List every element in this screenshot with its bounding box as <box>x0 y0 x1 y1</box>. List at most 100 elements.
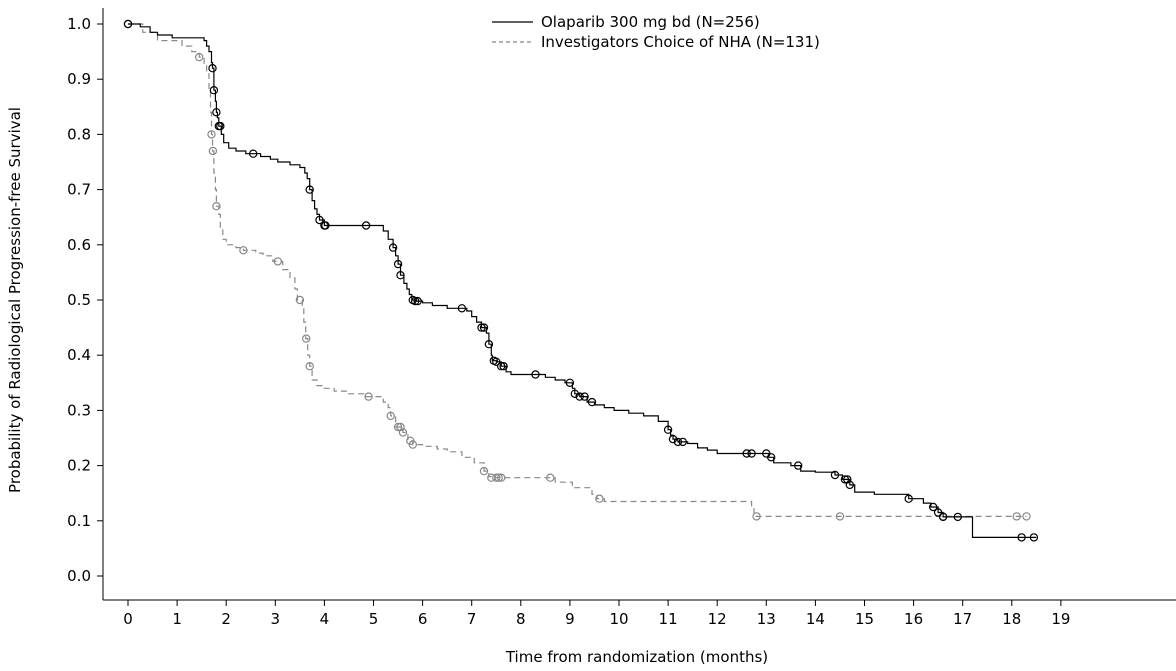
censor-marker <box>1029 533 1039 542</box>
censor-marker <box>843 475 852 484</box>
censor-marker <box>1022 512 1031 521</box>
series-line <box>128 23 1027 517</box>
x-tick-label: 8 <box>516 610 526 628</box>
y-tick-label: 0.8 <box>67 125 91 143</box>
censor-marker <box>408 440 417 449</box>
censor-marker <box>492 473 501 482</box>
y-tick-label: 0.6 <box>67 236 91 254</box>
x-tick-label: 13 <box>757 610 776 628</box>
censor-marker <box>248 149 258 158</box>
x-tick-label: 12 <box>708 610 727 628</box>
censor-marker <box>484 340 494 349</box>
censor-marker <box>212 201 221 211</box>
x-tick-label: 3 <box>271 610 281 628</box>
censor-marker <box>413 296 422 306</box>
axes: 0.00.10.20.30.40.50.60.70.80.91.00 1 2 3 4 5 6… <box>67 8 1176 628</box>
y-tick-label: 0.2 <box>67 457 91 475</box>
censor-marker <box>393 422 403 432</box>
series-nha <box>123 19 1031 521</box>
censor-marker <box>587 397 597 407</box>
censor-marker <box>499 362 508 371</box>
censor-marker <box>208 146 218 156</box>
x-tick-label: 10 <box>609 610 628 628</box>
censor-marker <box>194 52 204 62</box>
censor-marker <box>457 304 467 313</box>
censor-marker <box>752 512 761 521</box>
legend-label: Olaparib 300 mg bd (N=256) <box>541 13 760 31</box>
censor-marker <box>209 85 219 95</box>
x-tick-label: 14 <box>806 610 825 628</box>
censor-marker <box>794 461 803 470</box>
censor-marker <box>305 185 314 194</box>
y-tick-label: 0.5 <box>67 291 91 309</box>
censor-marker <box>1017 533 1026 542</box>
series-layer <box>123 19 1039 542</box>
censor-marker <box>595 494 604 503</box>
x-tick-label: 1 <box>172 610 182 628</box>
x-axis-title: Time from randomization (months) <box>505 648 768 666</box>
censor-marker <box>315 215 324 225</box>
censor-marker <box>212 108 221 117</box>
x-tick-label: 19 <box>1051 610 1070 628</box>
x-tick-label: 7 <box>467 610 477 628</box>
censor-marker <box>845 480 855 490</box>
y-axis-title: Probability of Radiological Progression-… <box>6 107 24 493</box>
x-tick-label: 5 <box>369 610 379 628</box>
censor-marker <box>273 257 282 266</box>
censor-marker <box>239 246 248 255</box>
y-tick-label: 0.9 <box>67 70 91 88</box>
censor-marker <box>492 357 501 366</box>
x-tick-label: 15 <box>855 610 874 628</box>
censor-marker <box>388 243 398 252</box>
x-tick-label: 11 <box>659 610 678 628</box>
censor-marker <box>546 473 555 482</box>
censor-marker <box>216 121 225 131</box>
censor-marker <box>396 422 405 432</box>
series-line <box>128 23 1037 538</box>
censor-marker <box>398 428 408 437</box>
censor-marker <box>668 434 678 444</box>
censor-marker <box>123 19 133 29</box>
censor-marker <box>393 259 403 269</box>
y-tick-label: 0.3 <box>67 401 91 419</box>
x-tick-label: 0 <box>123 610 133 628</box>
censor-marker <box>479 466 489 476</box>
censor-marker <box>531 370 540 379</box>
x-tick-label: 6 <box>418 610 428 628</box>
censor-marker <box>742 449 751 458</box>
censor-marker <box>411 296 420 306</box>
x-tick-label: 4 <box>320 610 330 628</box>
censor-marker <box>767 453 776 462</box>
censor-marker <box>386 411 395 421</box>
censor-marker <box>575 392 584 401</box>
series-olaparib <box>123 19 1039 542</box>
censor-marker <box>929 502 938 512</box>
y-tick-label: 0.1 <box>67 512 91 530</box>
censor-marker <box>364 392 373 401</box>
x-tick-label: 9 <box>565 610 575 628</box>
censor-marker <box>580 392 589 401</box>
censor-marker <box>565 378 575 387</box>
y-tick-label: 0.4 <box>67 346 91 364</box>
x-tick-label: 18 <box>1002 610 1021 628</box>
censor-marker <box>830 470 840 480</box>
y-tick-label: 1.0 <box>67 15 91 33</box>
censor-marker <box>396 271 405 280</box>
censor-marker <box>747 449 756 458</box>
x-tick-label: 16 <box>904 610 923 628</box>
censor-marker <box>953 512 963 522</box>
censor-marker <box>494 473 503 482</box>
censor-marker <box>302 334 311 343</box>
y-tick-label: 0.0 <box>67 567 91 585</box>
censor-marker <box>933 508 943 517</box>
legend: Olaparib 300 mg bd (N=256) Investigators … <box>492 13 820 51</box>
censor-marker <box>904 494 913 503</box>
censor-marker <box>477 323 486 332</box>
x-tick-label: 2 <box>221 610 231 628</box>
censor-marker <box>305 362 314 371</box>
censor-marker <box>570 389 580 398</box>
censor-marker <box>663 425 673 434</box>
censor-marker <box>840 475 850 484</box>
x-tick-label: 17 <box>953 610 972 628</box>
